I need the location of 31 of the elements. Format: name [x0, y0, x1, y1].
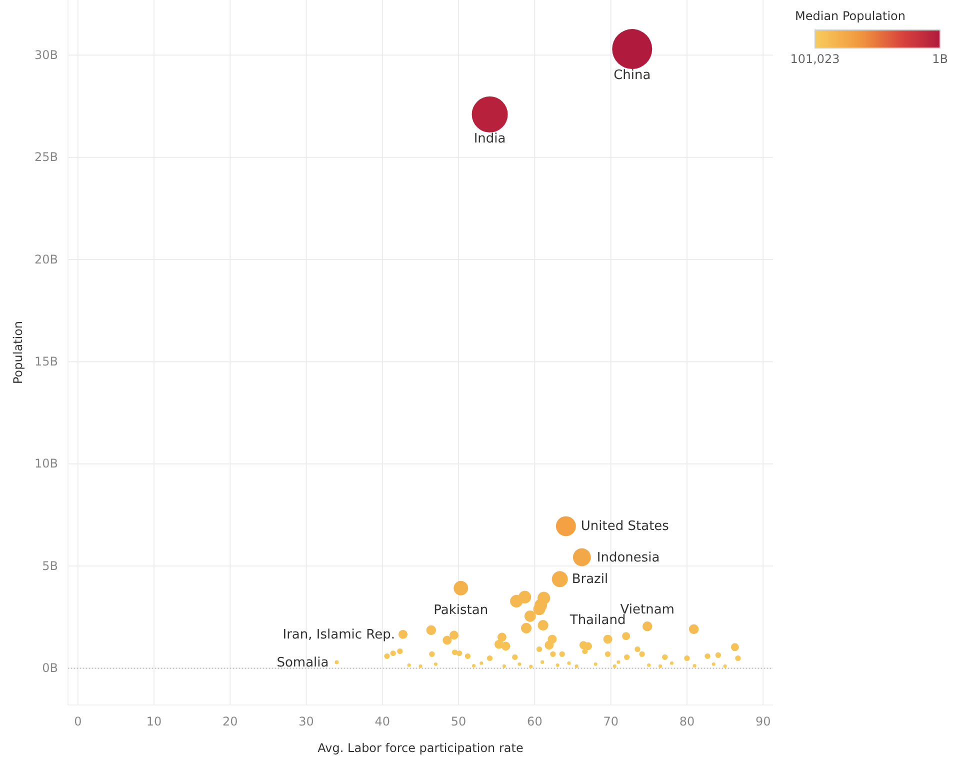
y-axis-title: Population: [11, 320, 25, 384]
color-bar-label: 101,023: [790, 52, 840, 66]
y-tick-label: 25B: [34, 150, 58, 164]
color-bar-title: Median Population: [795, 9, 906, 23]
x-axis-title: Avg. Labor force participation rate: [318, 741, 524, 755]
x-tick-label: 30: [298, 714, 314, 729]
y-tick-label: 0B: [42, 661, 58, 676]
x-tick-label: 60: [527, 714, 542, 729]
x-tick-label: 80: [679, 714, 695, 729]
annotation: Iran, Islamic Rep.: [282, 627, 395, 642]
x-tick-label: 50: [450, 714, 466, 729]
color-bar-label: 1B: [932, 52, 948, 66]
y-tick-label: 10B: [34, 456, 58, 471]
annotation: Thailand: [568, 613, 626, 628]
x-tick-label: 10: [146, 714, 162, 729]
x-tick-label: 20: [222, 714, 238, 729]
annotation: Somalia: [276, 655, 329, 670]
annotation: India: [474, 131, 506, 146]
annotation: United States: [580, 519, 670, 534]
annotation: Pakistan: [434, 603, 488, 618]
x-tick-label: 70: [603, 714, 618, 729]
x-tick-label: 0: [74, 714, 82, 729]
annotation: Brazil: [572, 572, 608, 588]
y-tick-label: 30B: [34, 48, 58, 62]
annotation: Indonesia: [596, 550, 660, 566]
y-tick-label: 5B: [42, 558, 58, 573]
y-tick-label: 15B: [34, 354, 58, 369]
y-tick-label: 20B: [34, 252, 58, 266]
x-tick-label: 40: [374, 714, 390, 729]
x-tick-label: 90: [755, 714, 771, 729]
annotation: China: [614, 68, 651, 84]
